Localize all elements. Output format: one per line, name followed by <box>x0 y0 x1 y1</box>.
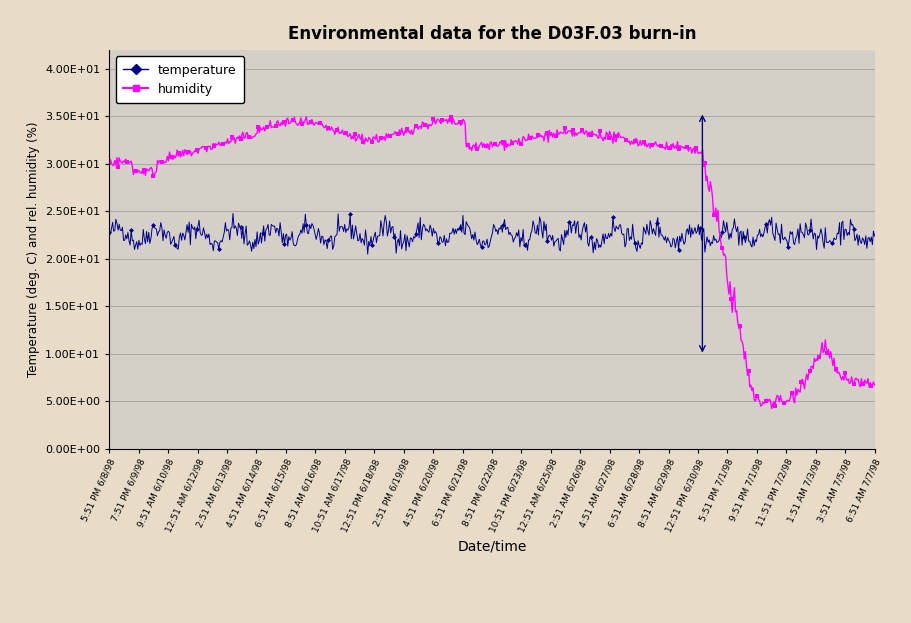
X-axis label: Date/time: Date/time <box>457 540 527 554</box>
Title: Environmental data for the D03F.03 burn-in: Environmental data for the D03F.03 burn-… <box>288 25 696 43</box>
Y-axis label: Temperature (deg. C) and rel. humidity (%): Temperature (deg. C) and rel. humidity (… <box>26 121 39 377</box>
Legend: temperature, humidity: temperature, humidity <box>116 56 244 103</box>
